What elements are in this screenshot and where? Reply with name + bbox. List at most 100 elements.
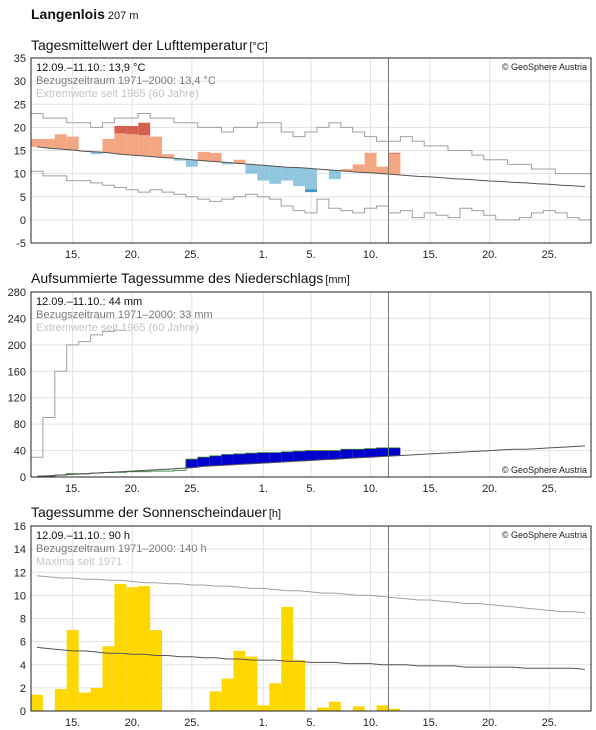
temperature-bar-extreme (138, 122, 151, 136)
precipitation-bar (138, 470, 151, 472)
y-tick-label: 80 (14, 419, 26, 431)
sunshine-bar (102, 646, 115, 711)
summary-label: 12.09.–11.10.: 90 h (36, 530, 130, 542)
x-tick-label: 1. (259, 483, 268, 495)
precipitation-bar (245, 453, 258, 464)
plot-border (30, 525, 592, 712)
precipitation-bar (173, 468, 186, 471)
x-tick-label: 20. (125, 717, 140, 729)
y-tick-label: 2 (20, 683, 26, 695)
precipitation-bar (269, 452, 282, 463)
x-tick-label: 20. (482, 249, 497, 261)
temperature-bar (90, 151, 103, 155)
x-tick-label: 1. (259, 717, 268, 729)
x-tick-label: 15. (65, 249, 80, 261)
precipitation-bar (340, 449, 353, 459)
sunshine-bar (221, 678, 234, 711)
sunshine-bar (233, 650, 246, 711)
station-title: Langenlois 207 m (31, 6, 138, 22)
temperature-bar (162, 154, 174, 158)
precipitation-bar (185, 459, 198, 468)
y-tick-label: 0 (20, 215, 26, 227)
precipitation-bar (162, 469, 174, 472)
temperature-bar (352, 164, 365, 173)
temperature-bar (66, 136, 79, 151)
x-tick-label: 1. (259, 249, 268, 261)
temperature-bar (364, 152, 377, 173)
station-name: Langenlois (31, 6, 105, 22)
y-tick-label: 40 (14, 446, 26, 458)
y-tick-label: 12 (14, 567, 26, 579)
temperature-bar (221, 162, 234, 165)
sunshine-bar (293, 660, 306, 711)
precipitation-bar (281, 451, 294, 462)
summary-label: 12.09.–11.10.: 13,9 °C (36, 62, 145, 74)
y-tick-label: 0 (20, 706, 26, 718)
precipitation-bar (150, 469, 163, 472)
x-tick-label: 15. (423, 717, 438, 729)
sunshine-reference-line (36, 646, 586, 670)
temperature-bar (126, 134, 139, 156)
sunshine-title-text: Tagessumme der Sonnenscheindauer (31, 504, 267, 520)
station-altitude: 207 m (107, 10, 139, 22)
sunshine-bar (150, 630, 163, 711)
temperature-bar (281, 167, 294, 181)
precipitation-bar (364, 448, 377, 458)
precipitation-bar (352, 449, 365, 458)
reference-label: Bezugszeitraum 1971–2000: 33 mm (36, 309, 213, 321)
temperature-bar (173, 158, 186, 161)
sunshine-bar (66, 630, 79, 711)
sunshine-bar (54, 689, 67, 711)
y-tick-label: 5 (20, 192, 26, 204)
sunshine-bar (376, 705, 389, 711)
x-tick-label: 20. (125, 249, 140, 261)
plot-border (30, 57, 592, 244)
y-tick-label: 0 (20, 472, 26, 484)
x-tick-label: 20. (125, 483, 140, 495)
y-tick-label: 10 (14, 590, 26, 602)
temperature-bar (233, 159, 246, 164)
precipitation-bar (305, 450, 317, 461)
temperature-unit: [°C] (249, 41, 268, 53)
temperature-bar (328, 170, 341, 180)
x-tick-label: 25. (184, 249, 199, 261)
x-tick-label: 15. (65, 483, 80, 495)
x-tick-label: 10. (363, 249, 378, 261)
precipitation-bar (221, 454, 234, 466)
temperature-bar (209, 152, 222, 162)
temperature-bar (138, 135, 151, 157)
temperature-title: Tagesmittelwert der Lufttemperatur [°C] (31, 37, 268, 53)
y-tick-label: 20 (14, 122, 26, 134)
temperature-bar-extreme (305, 189, 317, 193)
temperature-bar (376, 166, 389, 174)
sunshine-bar (281, 606, 294, 711)
precipitation-max-line (31, 329, 127, 458)
x-tick-label: 25. (184, 717, 199, 729)
x-tick-label: 25. (542, 249, 557, 261)
plot-border (30, 291, 592, 478)
y-tick-label: 8 (20, 614, 26, 626)
temperature-bar (293, 167, 306, 187)
y-tick-label: 10 (14, 169, 26, 181)
precipitation-bar (376, 447, 389, 457)
temperature-bar (185, 159, 198, 167)
y-tick-label: 6 (20, 637, 26, 649)
sunshine-bar (209, 691, 222, 711)
x-tick-label: 15. (65, 717, 80, 729)
sunshine-max-line (36, 575, 586, 614)
precipitation-bar (388, 447, 401, 456)
y-tick-label: 120 (8, 393, 26, 405)
copyright-label: © GeoSphere Austria (502, 465, 587, 475)
temperature-bar (340, 169, 353, 172)
temperature-chart: -5 0 5 10 15 20 25 30 35 15. 20. 25. 1. 5. 10. 15. 20. 25… (14, 53, 592, 261)
x-tick-label: 5. (306, 717, 315, 729)
y-tick-label: 25 (14, 99, 26, 111)
sunshine-bar (257, 705, 270, 711)
sunshine-bar (352, 706, 365, 711)
precipitation-bar (293, 451, 306, 462)
precipitation-bar (233, 453, 246, 465)
sunshine-bar (78, 692, 91, 711)
sunshine-bar (31, 694, 43, 711)
sunshine-bar (388, 708, 401, 711)
x-tick-label: 5. (306, 249, 315, 261)
